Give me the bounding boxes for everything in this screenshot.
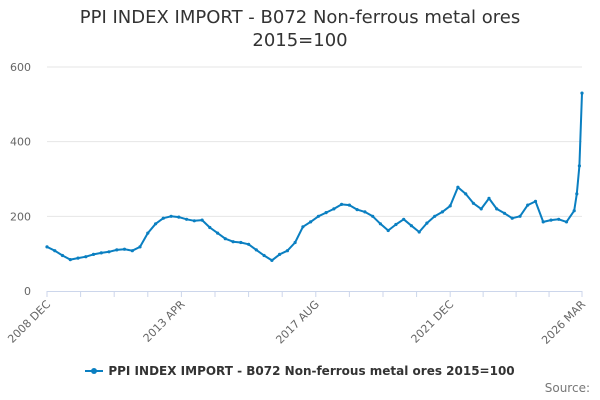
data-point: [433, 214, 437, 218]
data-point: [84, 255, 88, 259]
data-point: [440, 210, 444, 214]
data-point: [464, 192, 468, 196]
data-point: [347, 203, 351, 207]
data-point: [564, 220, 569, 224]
data-point: [495, 207, 499, 211]
x-tick-label: 2008 DEC: [5, 298, 53, 346]
data-point: [371, 214, 375, 218]
data-point: [107, 250, 111, 254]
credits[interactable]: Source:: [544, 381, 590, 395]
data-point: [76, 256, 80, 260]
data-point: [130, 249, 134, 253]
grid-lines: [47, 66, 582, 217]
y-tick-label: 600: [10, 61, 31, 74]
data-point: [363, 210, 367, 214]
data-point: [316, 214, 320, 218]
chart-title: PPI INDEX IMPORT - B072 Non-ferrous meta…: [0, 6, 600, 52]
data-point: [510, 216, 514, 220]
data-point: [293, 240, 297, 245]
data-point: [239, 240, 243, 245]
data-point: [45, 245, 49, 249]
data-point: [378, 222, 382, 226]
data-point: [549, 218, 553, 222]
data-point: [60, 253, 65, 258]
data-point: [177, 215, 181, 219]
data-point: [254, 248, 258, 252]
data-point: [355, 208, 359, 212]
x-axis-labels: 2008 DEC 2013 APR 2017 AUG 2021 DEC 2026 MAR: [5, 298, 588, 347]
data-point: [154, 222, 158, 226]
data-point: [402, 217, 406, 221]
data-point: [340, 202, 344, 206]
data-point: [122, 247, 127, 251]
data-point: [533, 199, 538, 203]
series-line: [46, 93, 583, 262]
data-point: [541, 220, 545, 224]
data-point: [572, 209, 576, 213]
data-point: [394, 222, 398, 227]
chart-title-main: PPI INDEX IMPORT - B072 Non-ferrous meta…: [79, 7, 521, 28]
x-tick-label: 2021 DEC: [409, 298, 457, 346]
y-tick-label: 0: [24, 285, 31, 298]
data-point: [332, 207, 336, 211]
data-point: [487, 196, 491, 200]
data-point: [456, 185, 460, 189]
data-point: [231, 240, 235, 244]
data-point: [223, 237, 227, 241]
plot-area: 0 200 400 600 2008 DEC 2013 APR 2017 AUG 2021 …: [5, 61, 588, 347]
data-point: [99, 251, 103, 255]
data-point: [309, 220, 313, 224]
data-point: [53, 249, 57, 253]
series-group: [45, 91, 584, 262]
data-point: [518, 214, 522, 218]
data-point: [115, 248, 119, 252]
x-tick-label: 2017 AUG: [273, 298, 322, 347]
data-point: [270, 258, 274, 262]
data-point: [448, 204, 452, 208]
data-point: [208, 225, 212, 230]
data-point: [324, 211, 328, 215]
data-point: [386, 228, 390, 233]
data-point: [161, 216, 165, 220]
data-point: [91, 252, 96, 256]
y-tick-label: 200: [10, 210, 31, 223]
data-point: [301, 225, 305, 229]
data-point: [502, 211, 507, 215]
x-axis: [46, 291, 583, 297]
data-point: [278, 252, 282, 256]
data-point: [138, 245, 142, 249]
legend[interactable]: PPI INDEX IMPORT - B072 Non-ferrous meta…: [0, 364, 600, 378]
y-axis-labels: 0 200 400 600: [10, 61, 31, 298]
data-point: [200, 218, 204, 222]
data-point: [417, 230, 421, 234]
legend-marker-icon: [85, 367, 104, 374]
data-point: [526, 203, 530, 207]
x-tick-label: 2013 APR: [141, 298, 188, 345]
data-point: [471, 201, 475, 205]
data-point: [577, 164, 582, 168]
data-point: [216, 231, 220, 235]
y-tick-label: 400: [10, 136, 31, 149]
data-point: [425, 221, 429, 225]
chart-subtitle: 2015=100: [252, 30, 348, 51]
data-point: [575, 192, 579, 196]
data-point: [262, 253, 266, 258]
data-point: [146, 231, 150, 235]
data-point: [169, 214, 173, 218]
data-point: [247, 242, 251, 246]
legend-label: PPI INDEX IMPORT - B072 Non-ferrous meta…: [108, 364, 515, 378]
data-point: [479, 207, 483, 211]
data-point: [192, 219, 196, 223]
x-tick-label: 2026 MAR: [539, 298, 588, 347]
data-point: [409, 224, 413, 228]
data-point: [185, 217, 189, 221]
data-point: [557, 217, 561, 221]
data-point: [68, 258, 72, 262]
data-point: [285, 249, 289, 253]
data-point: [580, 91, 584, 95]
